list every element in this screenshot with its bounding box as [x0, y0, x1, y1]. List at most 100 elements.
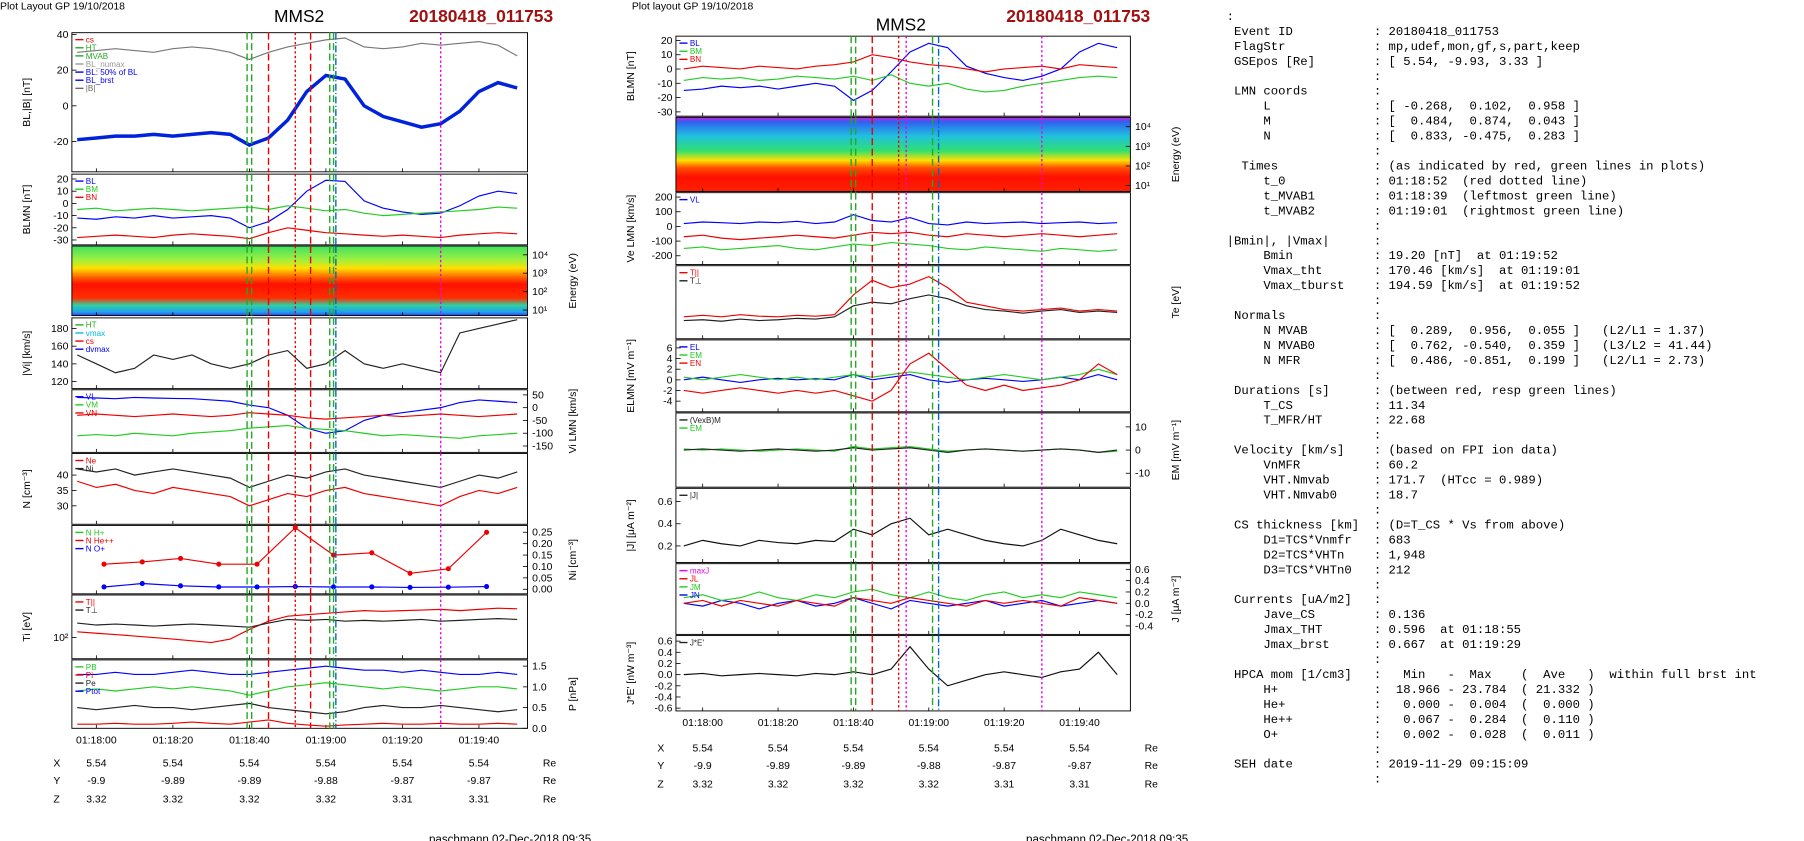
y-tick-label: 0.0	[1135, 599, 1150, 610]
legend-label: BM	[86, 185, 98, 194]
ephem-value: 5.54	[86, 759, 106, 770]
ephem-label: Y	[53, 776, 60, 787]
info-line: CS thickness [km] : (D=T_CS * Vs from ab…	[1227, 518, 1566, 532]
legend-label: T||	[86, 598, 95, 607]
y-tick-label: 20	[661, 36, 673, 47]
info-line: Currents [uA/m2] :	[1227, 593, 1382, 607]
y-tick-label: -4	[663, 397, 672, 408]
info-line: Vmax_tburst : 194.59 [km/s] at 01:19:52	[1227, 279, 1580, 293]
y-tick-label: -100	[652, 237, 673, 248]
info-line: N MFR : [ 0.486, -0.851, 0.199 ] (L2/L1 …	[1227, 354, 1705, 368]
info-line: :	[1227, 70, 1382, 84]
legend-label: Ni	[86, 465, 94, 474]
info-line: O+ : 0.002 - 0.028 ( 0.011 )	[1227, 728, 1595, 742]
spectrogram	[675, 117, 1131, 192]
panel-frame	[71, 173, 528, 246]
panel-frame	[675, 563, 1131, 635]
info-line: :	[1227, 578, 1382, 592]
data-line	[683, 447, 1118, 453]
y-tick-label: 1.5	[532, 662, 547, 673]
data-point	[445, 566, 451, 572]
y-tick-label: 10¹	[1135, 181, 1151, 192]
info-line: FlagStr : mp,udef,mon,gf,s,part,keep	[1227, 40, 1580, 54]
y-tick-label: 0.4	[1135, 576, 1150, 587]
info-line: M : [ 0.484, 0.874, 0.043 ]	[1227, 115, 1580, 129]
ephem-value: 3.31	[469, 795, 489, 806]
legend-label: BN	[690, 55, 701, 64]
data-line	[683, 231, 1118, 241]
info-line: T_CS : 11.34	[1227, 399, 1426, 413]
y-tick-label: -20	[53, 223, 68, 234]
data-line	[76, 319, 518, 374]
info-line: VHT.Nmvab : 171.7 (HTcc = 0.989)	[1227, 474, 1544, 488]
ephem-value: 5.54	[239, 759, 259, 770]
x-tick-label: 01:19:40	[459, 735, 500, 746]
legend-label: Pe	[86, 679, 96, 688]
y-tick-label: 0.0	[658, 670, 673, 681]
legend-label: HT	[86, 44, 97, 53]
y-tick-label: -150	[532, 441, 553, 452]
legend-label: Ptot	[86, 687, 101, 696]
y-axis-label: |J| [μA m⁻²]	[626, 499, 637, 551]
ephem-value: -9.89	[161, 776, 185, 787]
data-line	[77, 179, 518, 229]
y-tick-label: 0.10	[532, 562, 552, 573]
y-tick-label: 30	[57, 501, 69, 512]
y-tick-label: 1.0	[532, 682, 547, 693]
x-tick-label: 01:19:00	[908, 718, 949, 729]
info-line: :	[1227, 10, 1234, 24]
ephem-value: 5.54	[1069, 744, 1089, 755]
legend-label: BL_brst	[86, 76, 115, 85]
ephem-value: -9.87	[1068, 761, 1092, 772]
x-tick-label: 01:19:20	[382, 735, 423, 746]
y-axis-label: Ni [cm⁻³]	[568, 539, 579, 580]
y-tick-label: -10	[657, 79, 672, 90]
ephem-value: 3.32	[316, 795, 336, 806]
data-point	[369, 584, 375, 590]
info-line: N MVAB0 : [ 0.762, -0.540, 0.359 ] (L3/L…	[1227, 339, 1713, 353]
legend-label: BM	[690, 47, 702, 56]
ephem-value: 3.32	[693, 779, 713, 790]
ephem-value: -9.87	[992, 761, 1016, 772]
y-axis-label: BL,|B| [nT]	[22, 78, 33, 127]
data-line	[683, 241, 1118, 252]
y-tick-label: 10³	[532, 269, 548, 280]
legend-label: Ne	[86, 456, 97, 465]
info-line: t_0 : 01:18:52 (red dotted line)	[1227, 174, 1588, 188]
panel-frame	[71, 594, 528, 660]
panel: 10⁴ 10³ 10² 10¹ Energy (eV)	[675, 116, 1182, 192]
legend-label: HT	[86, 321, 97, 330]
info-line: D3=TCS*VHTn0 : 212	[1227, 563, 1411, 577]
y-axis-label: Te [eV]	[1171, 286, 1182, 319]
data-line	[683, 54, 1118, 73]
info-line: Jave_CS : 0.136	[1227, 608, 1426, 622]
legend-label: cs	[86, 36, 94, 45]
y-tick-label: -0.2	[1135, 610, 1153, 621]
info-line: :	[1227, 219, 1382, 233]
data-line	[77, 607, 518, 644]
panel-frame	[675, 635, 1131, 712]
y-tick-label: -30	[53, 235, 68, 246]
y-tick-label: 0.20	[532, 539, 552, 550]
ephem-label: Z	[53, 795, 60, 806]
legend-label: JL	[690, 575, 699, 584]
ephem-value: -9.88	[314, 776, 338, 787]
ephem-unit: Re	[1145, 779, 1159, 790]
y-tick-label: 0	[1135, 446, 1141, 457]
ephem-value: -9.87	[391, 776, 415, 787]
y-tick-label: -100	[532, 429, 553, 440]
y-tick-label: 10	[57, 187, 69, 198]
y-tick-label: 0	[532, 403, 538, 414]
ephem-value: 3.32	[163, 795, 183, 806]
y-tick-label: 0.6	[1135, 565, 1150, 576]
data-line	[77, 412, 518, 420]
info-line: :	[1227, 294, 1382, 308]
legend-label: |B|	[86, 84, 96, 93]
data-point	[216, 584, 222, 590]
legend-label: dvmax	[86, 345, 110, 354]
info-line: He++ : 0.067 - 0.284 ( 0.110 )	[1227, 713, 1595, 727]
data-point	[369, 550, 375, 556]
info-line: :	[1227, 145, 1382, 159]
